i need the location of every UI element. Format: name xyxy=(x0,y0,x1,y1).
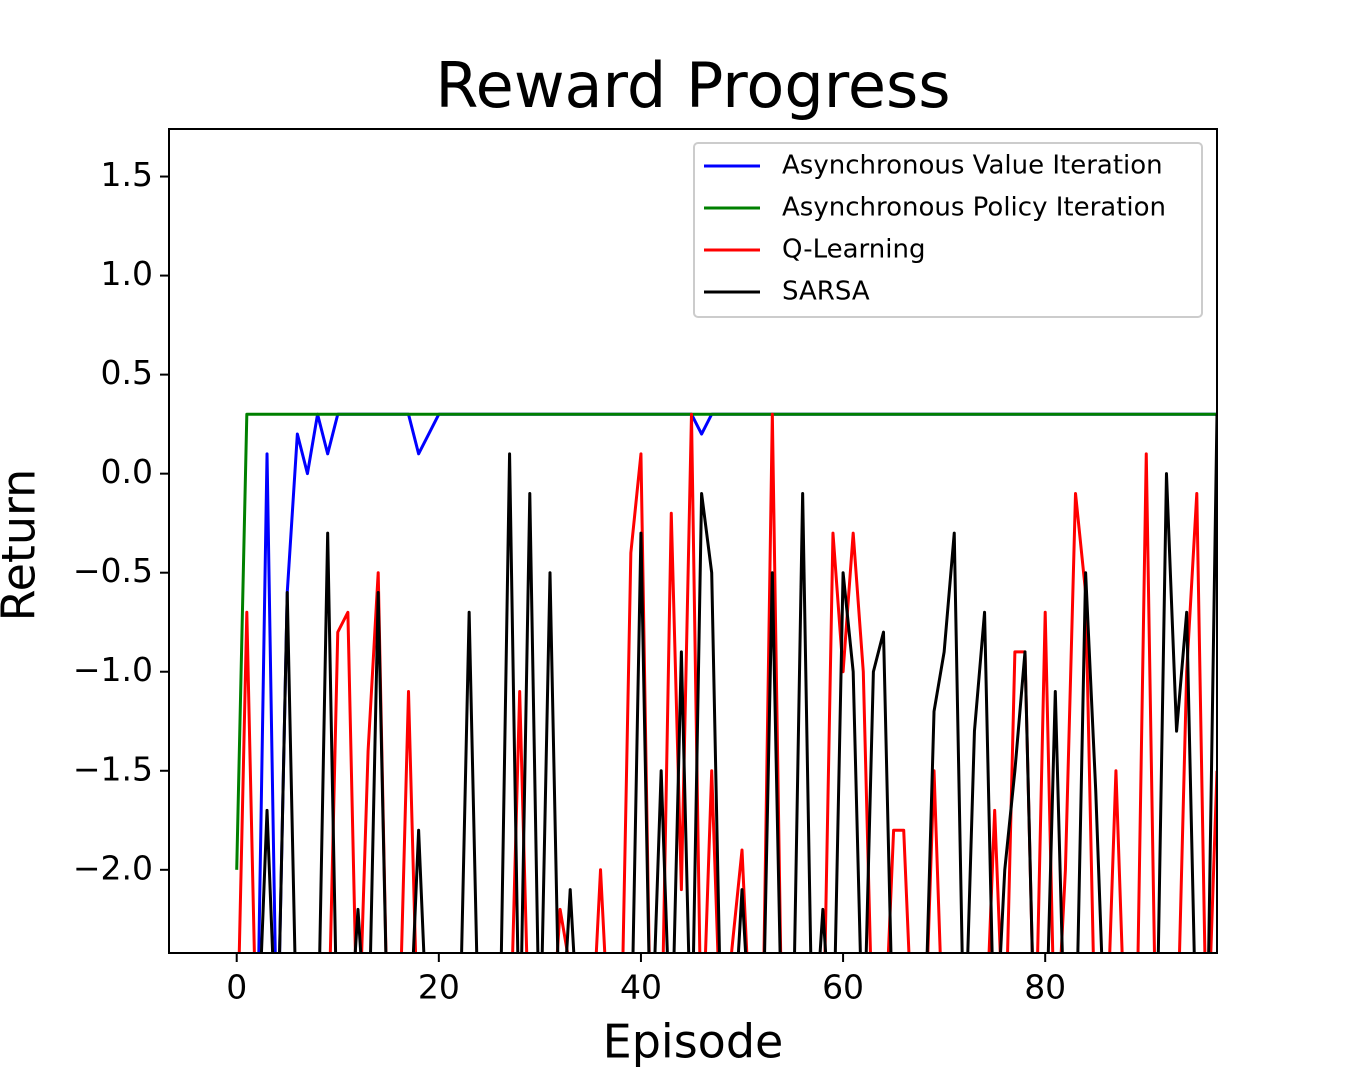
series-line xyxy=(235,412,1217,870)
y-tick-label: −2.0 xyxy=(73,848,153,887)
y-tick-label: 0.5 xyxy=(101,353,153,392)
legend-label: SARSA xyxy=(782,277,870,307)
chart-title: Reward Progress xyxy=(435,49,950,122)
y-tick-label: −1.5 xyxy=(73,749,153,788)
y-tick-label: −1.0 xyxy=(73,650,153,689)
legend-label: Q-Learning xyxy=(782,235,925,265)
y-tick-label: 1.5 xyxy=(101,155,153,194)
plot-frame xyxy=(168,128,1218,954)
x-tick-label: 40 xyxy=(620,968,662,1007)
plot-lines xyxy=(235,412,1217,953)
series-line xyxy=(259,414,1217,953)
x-tick-label: 20 xyxy=(418,968,460,1007)
x-axis-label: Episode xyxy=(603,1015,784,1069)
legend-box xyxy=(693,142,1203,318)
x-tick-label: 0 xyxy=(226,968,247,1007)
x-tick-label: 80 xyxy=(1024,968,1066,1007)
legend-label: Asynchronous Value Iteration xyxy=(782,151,1163,181)
y-axis-label: Return xyxy=(0,469,46,622)
legend-label: Asynchronous Policy Iteration xyxy=(782,193,1166,223)
x-tick-label: 60 xyxy=(822,968,864,1007)
y-tick-label: −0.5 xyxy=(73,551,153,590)
y-tick-label: 1.0 xyxy=(101,254,153,293)
y-tick-label: 0.0 xyxy=(101,452,153,491)
